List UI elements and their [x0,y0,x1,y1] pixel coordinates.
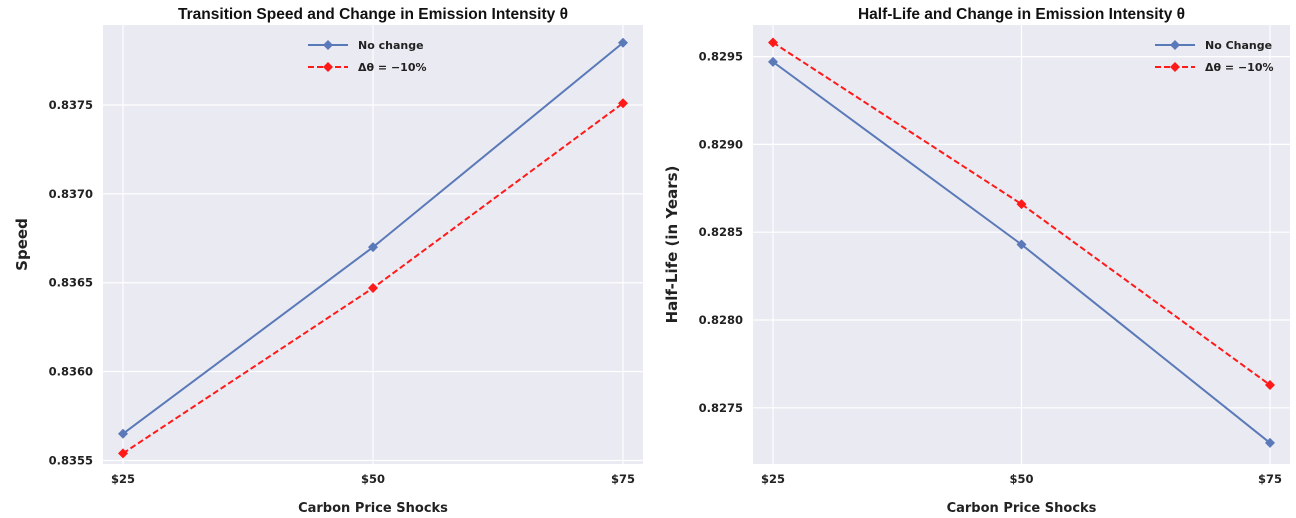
data-point [1016,199,1027,210]
data-point [118,448,128,459]
x-tick-label: $75 [1258,472,1282,486]
data-point [118,428,128,439]
chart-title: Half-Life and Change in Emission Intensi… [858,6,1185,23]
legend-entry: Δθ = −10% [358,61,427,74]
chart-transition-speed: 0.8355 0.8360 0.8365 0.8370 0.8375 $25 $50 $75 T… [13,6,643,516]
data-point [618,37,628,48]
x-tick-label: $50 [1009,472,1033,486]
y-tick-label: 0.8280 [699,313,743,327]
data-point [368,283,378,294]
y-axis-label: Speed [13,218,31,271]
x-tick-label: $75 [611,472,635,486]
legend-entry: No change [358,39,424,52]
x-axis-label: Carbon Price Shocks [298,501,448,516]
x-tick-label: $50 [361,472,385,486]
legend-entry: Δθ = −10% [1205,61,1274,74]
chart-title: Transition Speed and Change in Emission … [178,6,568,23]
y-tick-label: 0.8290 [699,137,743,151]
data-point [368,242,378,253]
data-point [1265,437,1275,448]
data-point [768,37,778,48]
y-tick-label: 0.8295 [699,50,743,64]
y-tick-label: 0.8360 [49,365,93,379]
chart-half-life: 0.8275 0.8280 0.8285 0.8290 0.8295 $25 $50 $75 H… [663,6,1290,516]
y-tick-label: 0.8370 [49,187,93,201]
data-point [618,98,628,109]
legend-entry: No Change [1205,39,1272,52]
y-tick-label: 0.8375 [49,98,93,112]
y-tick-label: 0.8365 [49,276,93,290]
y-tick-label: 0.8275 [699,401,743,415]
data-point [768,56,778,67]
data-point [1265,379,1275,390]
x-tick-label: $25 [111,472,135,486]
y-tick-label: 0.8285 [699,225,743,239]
x-tick-label: $25 [761,472,785,486]
legend-marker [1170,62,1180,72]
x-axis-label: Carbon Price Shocks [947,501,1097,516]
legend-marker [1170,40,1180,50]
y-axis-label: Half-Life (in Years) [663,166,681,324]
legend-marker [323,62,333,72]
legend-marker [323,40,333,50]
data-point [1016,239,1027,250]
y-tick-label: 0.8355 [49,453,93,467]
